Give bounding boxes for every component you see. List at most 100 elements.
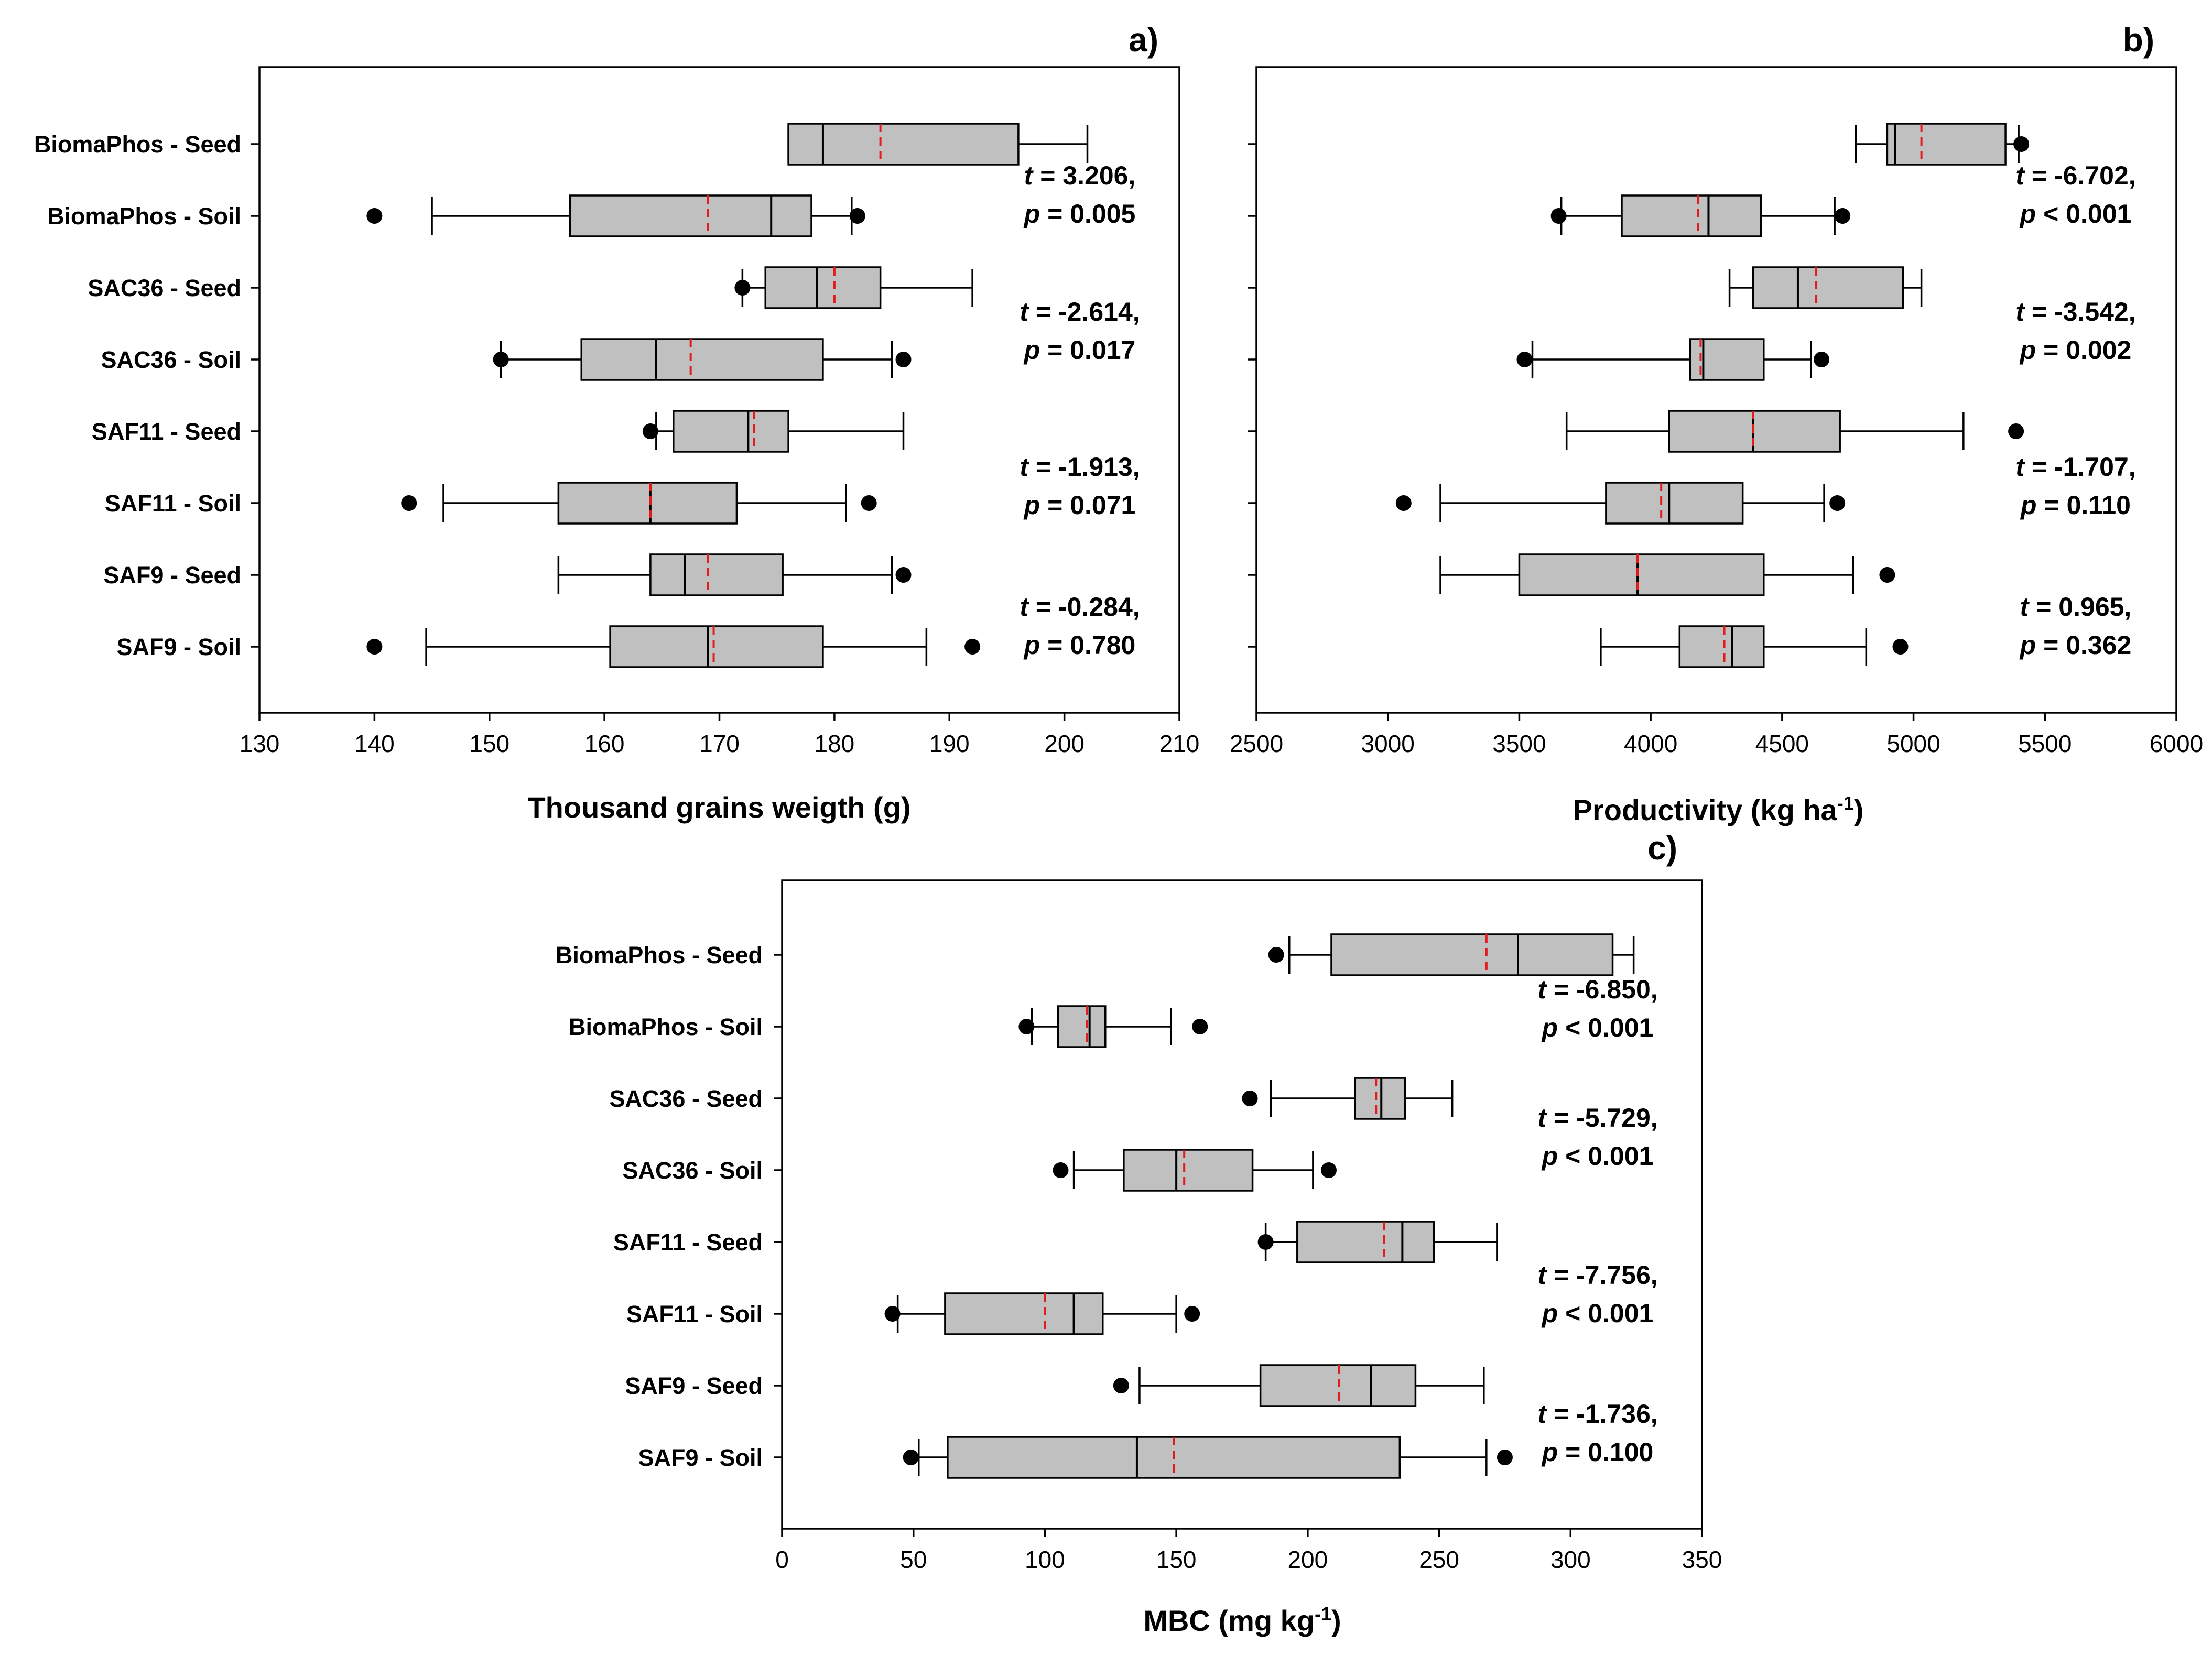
x-tick-label: 100: [1025, 1546, 1065, 1573]
category-label: BiomaPhos - Seed: [34, 131, 241, 158]
panel-b: b) 2500 3000 3500 4000 4500 5000 5500 6000 Produc…: [1230, 21, 2203, 826]
box-5: [642, 410, 905, 453]
x-tick-label: 170: [699, 730, 740, 757]
iqr-box: [557, 482, 738, 525]
outlier-point: [1892, 639, 1909, 655]
iqr-box: [580, 338, 824, 381]
p-value: p = 0.100: [1541, 1437, 1654, 1467]
category-label: SAC36 - Seed: [88, 275, 241, 301]
box-7: [1439, 553, 1895, 596]
iqr-box: [1678, 625, 1765, 668]
t-statistic: t = -0.284,: [1020, 592, 1140, 622]
p-value: p = 0.362: [2019, 630, 2132, 660]
x-tick-label: 200: [1287, 1546, 1328, 1573]
iqr-box: [764, 266, 882, 309]
x-tick-label: 150: [469, 730, 509, 757]
panel-c: c) 0 50 100 150 200 250 300 350 MBC (mg kg-1) Biom…: [556, 829, 1722, 1637]
outlier-point: [2013, 136, 2030, 152]
category-label: BiomaPhos - Seed: [556, 942, 763, 968]
p-value: p = 0.780: [1023, 630, 1136, 660]
category-label: BiomaPhos - Soil: [569, 1014, 763, 1040]
t-statistic: t = 3.206,: [1024, 161, 1136, 190]
outlier-point: [964, 639, 981, 655]
iqr-box: [569, 194, 812, 237]
box-2: [1018, 1005, 1208, 1048]
iqr-box: [1752, 266, 1904, 309]
category-label: SAF9 - Soil: [116, 634, 241, 660]
outlier-point: [1242, 1091, 1258, 1106]
plot-frame: [781, 879, 1703, 1530]
x-tick-label: 4000: [1624, 730, 1677, 757]
p-value: p = 0.005: [1023, 199, 1136, 228]
p-value: p < 0.001: [1541, 1141, 1654, 1171]
category-label: SAC36 - Seed: [609, 1085, 763, 1112]
box-8: [1600, 625, 1909, 668]
iqr-box: [649, 553, 784, 596]
iqr-box: [1605, 482, 1744, 525]
outlier-point: [895, 567, 912, 583]
iqr-box: [1354, 1077, 1406, 1120]
box-7: [1113, 1364, 1485, 1407]
x-tick-label: 180: [815, 730, 855, 757]
box-4: [493, 338, 912, 381]
box-6: [1395, 482, 1846, 525]
box-1: [1268, 933, 1635, 976]
outlier-point: [1395, 495, 1412, 511]
category-label: SAC36 - Soil: [101, 346, 241, 373]
box-6: [401, 482, 877, 525]
outlier-point: [642, 423, 658, 439]
x-tick-label: 5500: [2018, 730, 2072, 757]
outlier-point: [734, 280, 751, 296]
panel-label: a): [1129, 21, 1158, 59]
outlier-point: [884, 1306, 901, 1322]
x-tick-label: 2500: [1230, 730, 1283, 757]
x-tick-label: 0: [775, 1546, 789, 1573]
x-tick-label: 6000: [2150, 730, 2203, 757]
outlier-point: [861, 495, 877, 511]
t-statistic: t = -7.756,: [1537, 1260, 1657, 1290]
x-tick-label: 3500: [1492, 730, 1546, 757]
iqr-box: [609, 625, 824, 668]
x-tick-label: 50: [900, 1546, 927, 1573]
outlier-point: [1516, 352, 1533, 367]
x-tick-label: 250: [1419, 1546, 1459, 1573]
x-tick-label: 210: [1159, 730, 1200, 757]
outlier-point: [1184, 1306, 1200, 1322]
box-1: [1855, 123, 2030, 166]
category-label: SAF11 - Seed: [613, 1229, 763, 1256]
outlier-point: [1268, 947, 1284, 963]
box-8: [903, 1436, 1513, 1479]
t-statistic: t = -3.542,: [2015, 297, 2135, 326]
outlier-point: [366, 208, 383, 224]
outlier-point: [1550, 208, 1567, 224]
box-4: [1053, 1149, 1337, 1192]
outlier-point: [2008, 423, 2024, 439]
x-tick-label: 4500: [1755, 730, 1809, 757]
box-8: [366, 625, 981, 668]
iqr-box: [1259, 1364, 1417, 1407]
t-statistic: t = 0.965,: [2020, 592, 2132, 622]
outlier-point: [401, 495, 417, 511]
iqr-box: [673, 410, 789, 453]
outlier-point: [493, 352, 509, 367]
panel-label: c): [1647, 829, 1677, 867]
category-label: SAF11 - Seed: [92, 418, 241, 445]
outlier-point: [1018, 1019, 1035, 1034]
box-2: [1550, 194, 1851, 237]
panel-a: a) 130 140 150 160 170 180 190 200 210 Thousand gr…: [34, 21, 1199, 824]
iqr-box: [944, 1292, 1104, 1335]
outlier-point: [1113, 1378, 1129, 1393]
x-tick-label: 3000: [1361, 730, 1415, 757]
box-5: [1257, 1221, 1498, 1263]
t-statistic: t = -1.913,: [1020, 452, 1140, 482]
t-statistic: t = -6.850,: [1537, 975, 1657, 1004]
x-tick-label: 150: [1156, 1546, 1197, 1573]
box-7: [557, 553, 912, 596]
t-statistic: t = -5.729,: [1537, 1103, 1657, 1132]
p-value: p < 0.001: [1541, 1299, 1654, 1328]
iqr-box: [1886, 123, 2007, 166]
t-statistic: t = -6.702,: [2015, 161, 2135, 190]
panel-label: b): [2123, 21, 2154, 59]
x-tick-label: 160: [584, 730, 625, 757]
outlier-point: [1257, 1234, 1274, 1250]
